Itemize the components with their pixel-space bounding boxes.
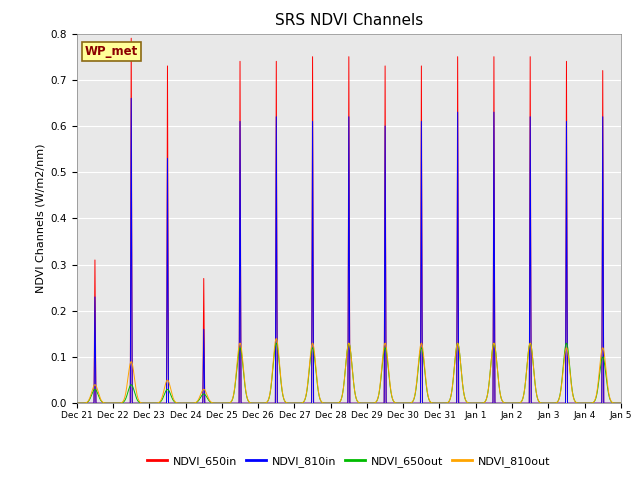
Y-axis label: NDVI Channels (W/m2/nm): NDVI Channels (W/m2/nm) (35, 144, 45, 293)
NDVI_810out (617, 400, 625, 406)
Line: NDVI_650in: NDVI_650in (77, 38, 621, 403)
NDVI_650out (273, 340, 280, 346)
NDVI_650out (501, 400, 509, 406)
NDVI_650in (73, 400, 81, 406)
NDVI_810out (184, 400, 191, 406)
NDVI_810out (73, 400, 81, 406)
NDVI_810in (276, 400, 284, 406)
NDVI_810out (615, 400, 623, 406)
NDVI_650in (184, 400, 191, 406)
NDVI_650in (127, 36, 135, 41)
NDVI_810in (424, 400, 431, 406)
NDVI_810in (617, 400, 625, 406)
NDVI_650in (615, 400, 623, 406)
NDVI_810out (276, 373, 284, 379)
Text: WP_met: WP_met (85, 45, 138, 58)
NDVI_810in (615, 400, 623, 406)
NDVI_650out (189, 400, 197, 406)
NDVI_650out (424, 393, 432, 398)
Line: NDVI_810in: NDVI_810in (77, 98, 621, 403)
NDVI_650in (276, 400, 284, 406)
NDVI_810in (73, 400, 81, 406)
NDVI_650out (615, 400, 623, 406)
Legend: NDVI_650in, NDVI_810in, NDVI_650out, NDVI_810out: NDVI_650in, NDVI_810in, NDVI_650out, NDV… (143, 452, 555, 471)
NDVI_650in (617, 400, 625, 406)
Line: NDVI_650out: NDVI_650out (77, 343, 621, 403)
NDVI_810in (184, 400, 191, 406)
NDVI_650in (189, 400, 197, 406)
NDVI_650out (182, 400, 189, 406)
NDVI_650out (276, 375, 284, 381)
NDVI_810out (424, 392, 432, 398)
NDVI_650out (73, 400, 81, 406)
NDVI_810in (501, 400, 509, 406)
Title: SRS NDVI Channels: SRS NDVI Channels (275, 13, 423, 28)
NDVI_810out (182, 400, 189, 406)
Line: NDVI_810out: NDVI_810out (77, 338, 621, 403)
NDVI_810in (189, 400, 197, 406)
NDVI_650out (184, 400, 191, 406)
NDVI_650out (617, 400, 625, 406)
NDVI_810out (189, 400, 197, 406)
NDVI_810out (501, 400, 509, 406)
NDVI_810in (127, 96, 135, 101)
NDVI_650in (424, 400, 431, 406)
NDVI_650in (501, 400, 509, 406)
NDVI_810out (273, 336, 280, 341)
